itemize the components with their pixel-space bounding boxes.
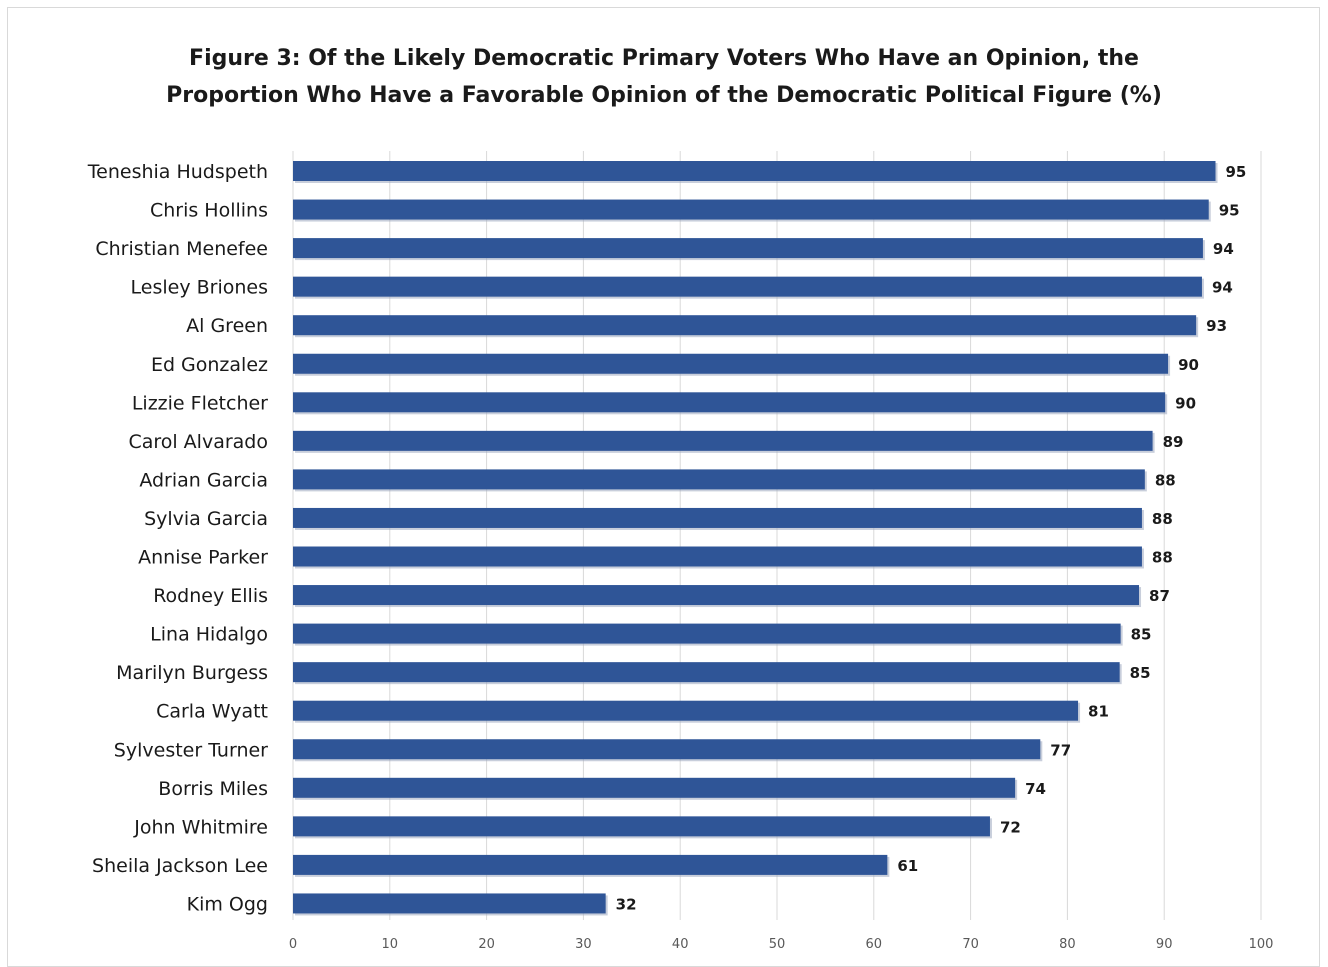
data-label: 85 xyxy=(1130,664,1151,682)
bar xyxy=(293,315,1197,336)
bar xyxy=(293,507,1142,528)
x-axis-tick-labels: 0 10 20 30 40 50 60 70 80 90 100 xyxy=(289,937,1274,952)
x-tick-label: 100 xyxy=(1249,937,1274,952)
category-label: Sheila Jackson Lee xyxy=(92,855,268,877)
category-label: Marilyn Burgess xyxy=(116,662,268,684)
data-label: 72 xyxy=(1000,818,1021,836)
data-label: 88 xyxy=(1152,510,1173,528)
bar xyxy=(293,430,1153,451)
category-label: Lizzie Fletcher xyxy=(132,392,268,414)
bar xyxy=(293,777,1016,798)
bars xyxy=(293,161,1218,916)
data-label: 87 xyxy=(1149,587,1170,605)
category-label: Sylvia Garcia xyxy=(144,508,268,530)
bar xyxy=(293,199,1209,220)
x-tick-label: 60 xyxy=(866,937,883,952)
category-label: Al Green xyxy=(186,315,268,337)
data-label: 90 xyxy=(1178,356,1199,374)
bar xyxy=(293,276,1202,297)
bar xyxy=(293,161,1216,181)
value-labels: 95 95 94 94 93 90 90 89 88 88 88 87 85 85 81 77 74 72 61 32 xyxy=(616,163,1247,913)
bar xyxy=(293,662,1120,683)
category-label: Lina Hidalgo xyxy=(150,624,268,646)
category-label: Kim Ogg xyxy=(187,893,268,915)
x-tick-label: 10 xyxy=(382,937,399,952)
category-label: Sylvester Turner xyxy=(114,739,268,761)
category-label: Carol Alvarado xyxy=(128,431,268,453)
bar xyxy=(293,353,1169,374)
data-label: 93 xyxy=(1206,317,1227,335)
data-label: 81 xyxy=(1088,703,1109,721)
category-label: Lesley Briones xyxy=(131,277,268,299)
category-labels: Teneshia Hudspeth Chris Hollins Christian … xyxy=(87,161,268,915)
bar xyxy=(293,623,1121,644)
data-label: 61 xyxy=(897,857,918,875)
category-label: Adrian Garcia xyxy=(139,469,268,491)
x-tick-label: 20 xyxy=(478,937,495,952)
chart-title: Figure 3: Of the Likely Democratic Prima… xyxy=(0,40,1328,114)
x-tick-label: 30 xyxy=(575,937,592,952)
data-label: 94 xyxy=(1212,279,1233,297)
bar xyxy=(293,854,888,875)
data-label: 94 xyxy=(1213,240,1234,258)
bar xyxy=(293,238,1203,259)
data-label: 89 xyxy=(1163,433,1184,451)
x-tick-label: 40 xyxy=(672,937,689,952)
data-label: 74 xyxy=(1025,780,1046,798)
data-label: 88 xyxy=(1155,471,1176,489)
data-label: 95 xyxy=(1219,202,1240,220)
bar xyxy=(293,392,1166,413)
category-label: Carla Wyatt xyxy=(156,701,268,723)
data-label: 85 xyxy=(1131,626,1152,644)
x-tick-label: 50 xyxy=(769,937,786,952)
category-label: Rodney Ellis xyxy=(153,585,268,607)
bar xyxy=(293,585,1140,606)
data-label: 88 xyxy=(1152,549,1173,567)
category-label: Chris Hollins xyxy=(150,200,268,222)
bar xyxy=(293,546,1142,567)
x-tick-label: 90 xyxy=(1156,937,1173,952)
gridlines xyxy=(292,151,1262,920)
category-label: Annise Parker xyxy=(138,547,268,569)
bar xyxy=(293,893,606,914)
x-tick-label: 0 xyxy=(289,937,297,952)
x-tick-label: 70 xyxy=(962,937,979,952)
data-label: 95 xyxy=(1226,163,1247,181)
bar xyxy=(293,469,1145,490)
category-label: Christian Menefee xyxy=(95,238,268,260)
bar xyxy=(293,816,990,837)
category-label: Ed Gonzalez xyxy=(151,354,268,376)
bar xyxy=(293,700,1079,721)
data-label: 32 xyxy=(616,895,637,913)
data-label: 77 xyxy=(1050,741,1071,759)
x-tick-label: 80 xyxy=(1059,937,1076,952)
chart-title-line-1: Figure 3: Of the Likely Democratic Prima… xyxy=(189,46,1139,71)
bar xyxy=(293,739,1041,760)
category-label: Borris Miles xyxy=(158,778,268,800)
chart-title-line-2: Proportion Who Have a Favorable Opinion … xyxy=(166,83,1162,108)
category-label: Teneshia Hudspeth xyxy=(87,161,268,183)
data-label: 90 xyxy=(1175,394,1196,412)
category-label: John Whitmire xyxy=(133,816,268,838)
